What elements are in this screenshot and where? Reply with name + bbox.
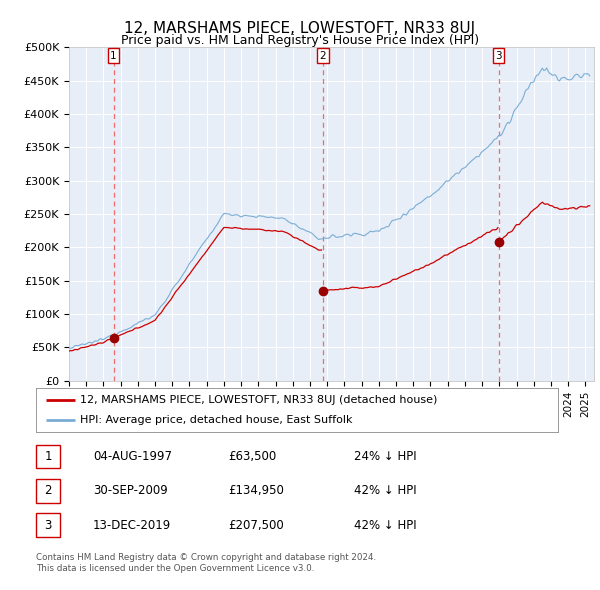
Text: 13-DEC-2019: 13-DEC-2019 bbox=[93, 519, 171, 532]
Text: 2: 2 bbox=[320, 51, 326, 61]
Text: £63,500: £63,500 bbox=[228, 450, 276, 463]
Text: £207,500: £207,500 bbox=[228, 519, 284, 532]
Text: 24% ↓ HPI: 24% ↓ HPI bbox=[354, 450, 416, 463]
Text: 1: 1 bbox=[110, 51, 117, 61]
Text: Contains HM Land Registry data © Crown copyright and database right 2024.
This d: Contains HM Land Registry data © Crown c… bbox=[36, 553, 376, 573]
Text: 12, MARSHAMS PIECE, LOWESTOFT, NR33 8UJ: 12, MARSHAMS PIECE, LOWESTOFT, NR33 8UJ bbox=[124, 21, 476, 35]
Text: 30-SEP-2009: 30-SEP-2009 bbox=[93, 484, 168, 497]
Text: 3: 3 bbox=[495, 51, 502, 61]
Text: 04-AUG-1997: 04-AUG-1997 bbox=[93, 450, 172, 463]
Text: £134,950: £134,950 bbox=[228, 484, 284, 497]
Text: 2: 2 bbox=[44, 484, 52, 497]
Text: Price paid vs. HM Land Registry's House Price Index (HPI): Price paid vs. HM Land Registry's House … bbox=[121, 34, 479, 47]
Text: 12, MARSHAMS PIECE, LOWESTOFT, NR33 8UJ (detached house): 12, MARSHAMS PIECE, LOWESTOFT, NR33 8UJ … bbox=[80, 395, 438, 405]
Text: 1: 1 bbox=[44, 450, 52, 463]
Text: 3: 3 bbox=[44, 519, 52, 532]
Text: 42% ↓ HPI: 42% ↓ HPI bbox=[354, 519, 416, 532]
Text: 42% ↓ HPI: 42% ↓ HPI bbox=[354, 484, 416, 497]
Text: HPI: Average price, detached house, East Suffolk: HPI: Average price, detached house, East… bbox=[80, 415, 353, 425]
